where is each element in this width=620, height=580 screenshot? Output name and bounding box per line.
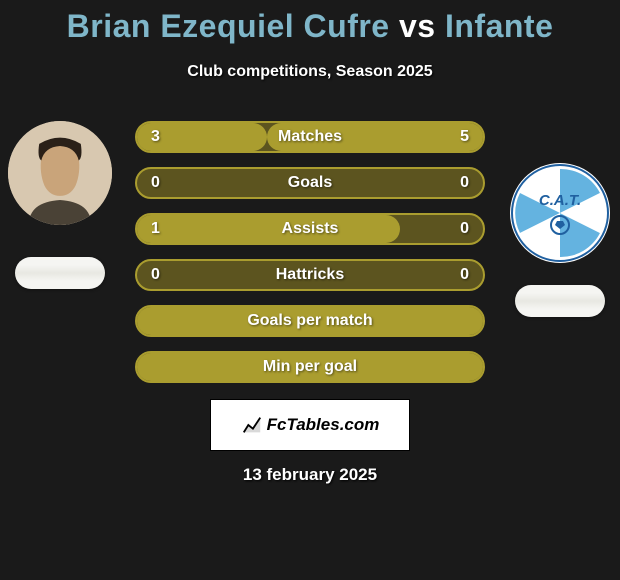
player-left-column (8, 121, 112, 289)
player1-avatar (8, 121, 112, 225)
player-right-column: C.A.T. (510, 163, 610, 317)
comparison-card: Brian Ezequiel Cufre vs Infante Club com… (0, 0, 620, 485)
avatar-placeholder-icon (8, 121, 112, 225)
stats-list: 35Matches 00Goals 10Assists 00Hattricks Goal… (135, 121, 485, 383)
stat-row: 10Assists (135, 213, 485, 245)
stat-label: Min per goal (137, 358, 483, 376)
stat-row: Min per goal (135, 351, 485, 383)
stat-row: 00Goals (135, 167, 485, 199)
date-text: 13 february 2025 (0, 465, 620, 485)
comparison-body: C.A.T. 35Matches 00Goals 10Assists 00Hattri… (0, 121, 620, 485)
attribution-label: FcTables.com (267, 415, 380, 435)
club-crest-icon: C.A.T. (510, 163, 610, 263)
player2-flag (515, 285, 605, 317)
stat-label: Goals per match (137, 312, 483, 330)
stat-row: Goals per match (135, 305, 485, 337)
player2-name: Infante (445, 8, 553, 44)
player2-club-logo: C.A.T. (510, 163, 610, 263)
club-text: C.A.T. (539, 192, 581, 209)
stat-label: Assists (137, 220, 483, 238)
player1-flag (15, 257, 105, 289)
vs-word: vs (399, 8, 436, 44)
stat-label: Hattricks (137, 266, 483, 284)
stat-label: Goals (137, 174, 483, 192)
stat-row: 00Hattricks (135, 259, 485, 291)
stat-row: 35Matches (135, 121, 485, 153)
stat-label: Matches (137, 128, 483, 146)
attribution-text: FcTables.com (241, 414, 380, 436)
chart-icon (241, 414, 263, 436)
attribution-box: FcTables.com (210, 399, 410, 451)
player1-name: Brian Ezequiel Cufre (67, 8, 390, 44)
page-title: Brian Ezequiel Cufre vs Infante (0, 0, 620, 45)
subtitle: Club competitions, Season 2025 (0, 63, 620, 81)
